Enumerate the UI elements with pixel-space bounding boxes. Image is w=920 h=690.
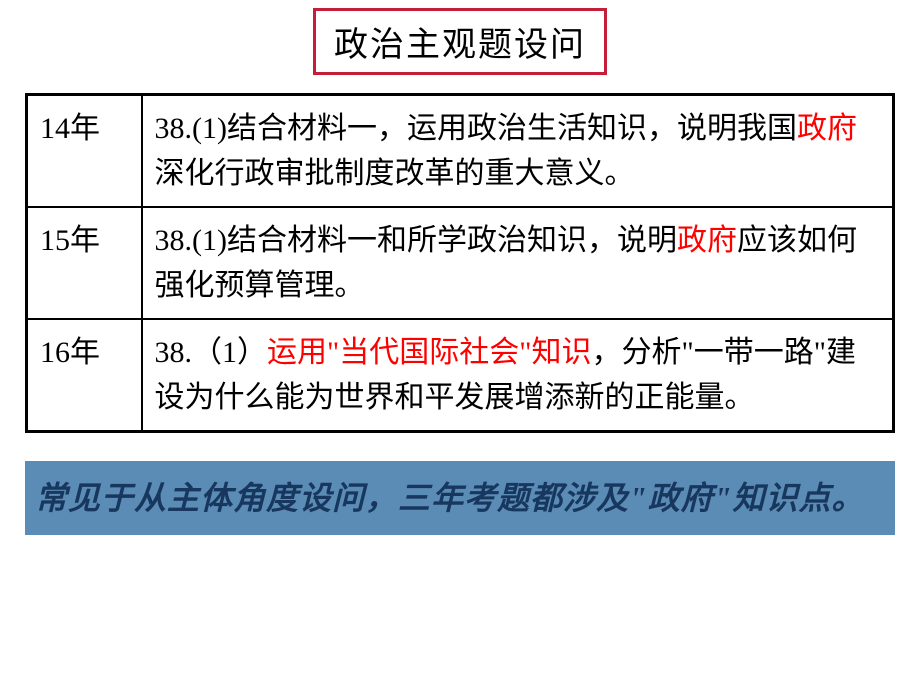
table-row: 15年 38.(1)结合材料一和所学政治知识，说明政府应该如何强化预算管理。 xyxy=(27,207,894,319)
title-wrapper: 政治主观题设问 xyxy=(25,8,895,93)
highlight-text: 政府 xyxy=(677,224,737,257)
table-row: 14年 38.(1)结合材料一，运用政治生活知识，说明我国政府深化行政审批制度改… xyxy=(27,95,894,208)
table-row: 16年 38.（1）运用"当代国际社会"知识，分析"一带一路"建设为什么能为世界… xyxy=(27,319,894,432)
summary-box: 常见于从主体角度设问，三年考题都涉及"政府"知识点。 xyxy=(25,461,895,535)
title-box: 政治主观题设问 xyxy=(313,8,607,75)
page-title: 政治主观题设问 xyxy=(334,27,586,64)
content-cell: 38.(1)结合材料一，运用政治生活知识，说明我国政府深化行政审批制度改革的重大… xyxy=(142,95,894,208)
text-suffix: 深化行政审批制度改革的重大意义。 xyxy=(155,157,635,190)
year-cell: 16年 xyxy=(27,319,142,432)
year-cell: 15年 xyxy=(27,207,142,319)
content-cell: 38.(1)结合材料一和所学政治知识，说明政府应该如何强化预算管理。 xyxy=(142,207,894,319)
questions-table: 14年 38.(1)结合材料一，运用政治生活知识，说明我国政府深化行政审批制度改… xyxy=(25,93,895,433)
highlight-text: 政府 xyxy=(797,112,857,145)
summary-text: 常见于从主体角度设问，三年考题都涉及"政府"知识点。 xyxy=(35,475,885,521)
text-prefix: 38.(1)结合材料一，运用政治生活知识，说明我国 xyxy=(155,112,797,145)
year-cell: 14年 xyxy=(27,95,142,208)
text-prefix: 38.（1） xyxy=(155,336,268,369)
content-cell: 38.（1）运用"当代国际社会"知识，分析"一带一路"建设为什么能为世界和平发展… xyxy=(142,319,894,432)
text-prefix: 38.(1)结合材料一和所学政治知识，说明 xyxy=(155,224,677,257)
highlight-text: 运用"当代国际社会"知识 xyxy=(267,336,592,369)
